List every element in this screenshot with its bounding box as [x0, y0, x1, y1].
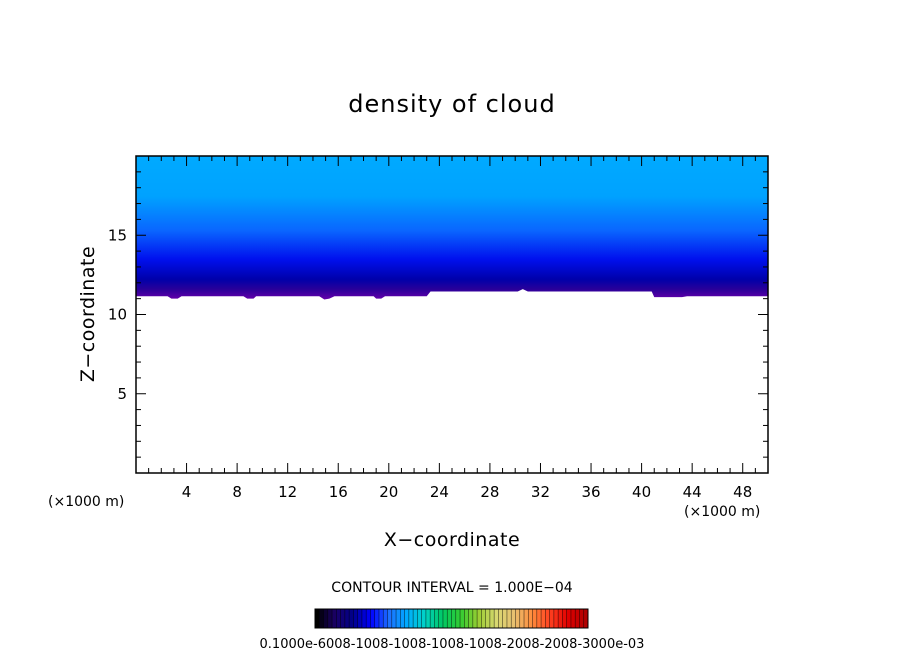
colorbar-swatch: [349, 609, 354, 628]
x-tick-label: 12: [278, 483, 297, 501]
colorbar-swatch: [366, 609, 371, 628]
colorbar-swatch: [583, 609, 589, 628]
colorbar-swatch: [357, 609, 363, 628]
cloud-density-field: [136, 156, 768, 300]
colorbar-swatch: [383, 609, 389, 628]
colorbar-swatch: [481, 609, 487, 628]
colorbar-swatch: [468, 609, 474, 628]
colorbar-swatch: [336, 609, 342, 628]
colorbar-swatch: [451, 609, 457, 628]
colorbar-swatch: [464, 609, 470, 628]
colorbar-swatch: [506, 609, 512, 628]
colorbar-swatch: [524, 609, 529, 628]
x-tick-labels: 4 8 12 16 20 24 28 32 36 40 44 48: [182, 483, 752, 501]
colorbar-swatch: [579, 609, 585, 628]
x-tick-label: 16: [329, 483, 348, 501]
colorbar-swatch: [460, 609, 465, 628]
x-tick-label: 48: [733, 483, 752, 501]
colorbar-swatch: [353, 609, 359, 628]
x-tick-label: 28: [480, 483, 499, 501]
colorbar-swatch: [541, 609, 546, 628]
colorbar-swatch: [489, 609, 495, 628]
colorbar-swatch: [536, 609, 542, 628]
plot-area: [136, 156, 768, 300]
x-tick-label: 36: [581, 483, 600, 501]
colorbar-swatch: [442, 609, 448, 628]
colorbar-swatch: [575, 609, 580, 628]
colorbar-swatch: [472, 609, 478, 628]
z-unit-label: (×1000 m): [48, 494, 124, 510]
colorbar-swatch: [553, 609, 559, 628]
colorbar-swatch: [319, 609, 325, 628]
colorbar-swatch: [434, 609, 440, 628]
colorbar-swatch: [332, 609, 337, 628]
colorbar-swatch: [396, 609, 401, 628]
colorbar-swatch: [370, 609, 376, 628]
colorbar-swatch: [340, 609, 346, 628]
colorbar-labels: 0.1000e-6008-1008-1008-1008-1008-2008-20…: [260, 637, 645, 652]
x-unit-label: (×1000 m): [684, 504, 760, 520]
y-tick-labels: 5 10 15: [108, 226, 127, 403]
colorbar-swatch: [417, 609, 423, 628]
colorbar-swatch: [323, 609, 329, 628]
colorbar-swatch: [447, 609, 452, 628]
colorbar-swatch: [391, 609, 397, 628]
x-tick-label: 8: [232, 483, 242, 501]
colorbar-swatch: [408, 609, 414, 628]
colorbar-swatch: [562, 609, 568, 628]
colorbar-swatch: [438, 609, 444, 628]
colorbar-swatch: [515, 609, 521, 628]
colorbar-swatch: [387, 609, 393, 628]
colorbar-swatch: [519, 609, 525, 628]
colorbar-swatch: [413, 609, 418, 628]
x-tick-label: 40: [632, 483, 651, 501]
chart-title: density of cloud: [348, 90, 555, 118]
y-tick-label: 15: [108, 226, 127, 244]
x-axis-label: X−coordinate: [384, 529, 520, 551]
colorbar-swatch: [477, 609, 482, 628]
colorbar-swatch: [425, 609, 431, 628]
colorbar-swatch: [502, 609, 508, 628]
colorbar-frame: [314, 608, 589, 629]
colorbar-swatch: [545, 609, 551, 628]
colorbar-swatch: [361, 609, 367, 628]
colorbar-swatch: [404, 609, 410, 628]
contour-interval-label: CONTOUR INTERVAL = 1.000E−04: [331, 580, 572, 596]
colorbar-swatch: [570, 609, 576, 628]
colorbar-swatch: [549, 609, 555, 628]
colorbar-swatch: [485, 609, 491, 628]
colorbar-swatch: [400, 609, 406, 628]
y-axis-label: Z−coordinate: [77, 246, 99, 382]
colorbar-swatch: [511, 609, 516, 628]
colorbar-swatch: [315, 609, 320, 628]
y-tick-label: 5: [117, 385, 127, 403]
colorbar-swatch: [327, 609, 333, 628]
colorbar-swatch: [378, 609, 384, 628]
colorbar-swatch: [430, 609, 435, 628]
x-tick-label: 4: [182, 483, 192, 501]
colorbar-swatch: [532, 609, 538, 628]
colorbar-swatch: [566, 609, 572, 628]
axis-ticks: [136, 156, 768, 473]
colorbar-swatch: [498, 609, 504, 628]
colorbar-swatch: [558, 609, 563, 628]
colorbar-swatch: [344, 609, 350, 628]
colorbar-swatch: [494, 609, 499, 628]
colorbar-swatch: [528, 609, 534, 628]
colorbar-swatch: [455, 609, 461, 628]
colorbar-swatch: [374, 609, 380, 628]
y-tick-label: 10: [108, 306, 127, 324]
x-tick-label: 20: [379, 483, 398, 501]
colorbar: [314, 608, 589, 629]
x-tick-label: 44: [683, 483, 702, 501]
x-tick-label: 32: [531, 483, 550, 501]
colorbar-swatch: [421, 609, 427, 628]
x-tick-label: 24: [430, 483, 449, 501]
